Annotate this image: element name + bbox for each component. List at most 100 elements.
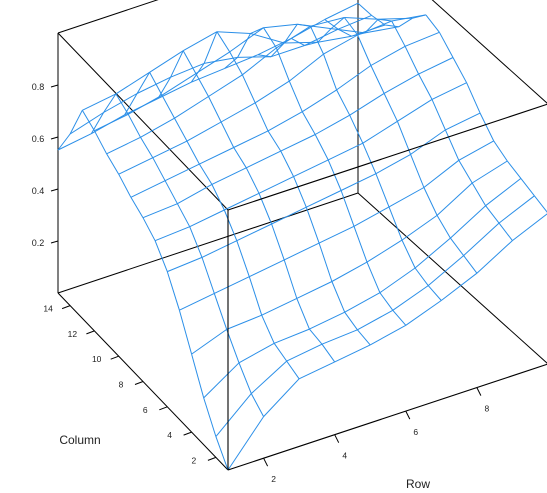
mesh-segment <box>450 237 464 256</box>
mesh-segment <box>284 41 318 44</box>
x-tick-label: 2 <box>271 474 276 484</box>
mesh-segment <box>401 239 416 269</box>
mesh-segment <box>203 362 240 399</box>
box-edge <box>57 192 359 294</box>
mesh-segment <box>149 50 184 73</box>
mesh-segment <box>136 76 171 94</box>
mesh-segment <box>237 33 251 58</box>
mesh-segment <box>471 160 508 184</box>
x-tick <box>405 410 411 420</box>
mesh-segment <box>397 98 433 122</box>
mesh-segment <box>485 178 522 207</box>
mesh-segment <box>375 153 411 175</box>
z-tick <box>50 84 59 88</box>
mesh-segment <box>344 17 379 20</box>
mesh-segment <box>208 74 243 97</box>
mesh-segment <box>410 129 446 155</box>
mesh-segment <box>280 134 316 152</box>
mesh-segment <box>288 53 324 82</box>
mesh-segment <box>427 285 442 301</box>
mesh-segment <box>130 180 166 198</box>
mesh-segment <box>297 23 332 30</box>
mesh-segment <box>383 73 419 94</box>
mesh-segment <box>267 130 282 152</box>
mesh-segment <box>371 14 386 26</box>
mesh-segment <box>242 47 277 76</box>
mesh-segment <box>369 324 407 346</box>
mesh-segment <box>157 76 172 99</box>
mesh-segment <box>106 136 141 155</box>
mesh-segment <box>257 54 272 58</box>
mesh-segment <box>444 129 460 161</box>
mesh-segment <box>190 63 205 83</box>
mesh-segment <box>214 276 250 294</box>
mesh-segment <box>327 142 364 161</box>
mesh-segment <box>174 117 188 142</box>
mesh-segment <box>186 121 222 142</box>
mesh-segment <box>344 292 381 313</box>
mesh-segment <box>321 329 358 345</box>
mesh-segment <box>283 23 298 44</box>
mesh-segment <box>248 276 263 316</box>
mesh-segment <box>142 217 156 241</box>
mesh-segment <box>362 120 398 144</box>
mesh-segment <box>296 298 310 330</box>
mesh-segment <box>174 96 209 119</box>
mesh-segment <box>340 173 377 191</box>
mesh-segment <box>164 163 200 182</box>
mesh-segment <box>309 25 324 55</box>
mesh-segment <box>103 93 138 113</box>
mesh-segment <box>170 50 184 78</box>
mesh-segment <box>90 112 105 134</box>
mesh-segment <box>410 154 425 188</box>
mesh-segment <box>263 378 300 417</box>
x-axis-label: Row <box>406 477 430 491</box>
mesh-segment <box>140 117 175 138</box>
mesh-segment <box>438 32 454 58</box>
mesh-segment <box>436 215 451 239</box>
mesh-segment <box>418 57 454 75</box>
mesh-segment <box>211 184 225 211</box>
mesh-segment <box>258 176 294 194</box>
y-tick-label: 6 <box>143 405 148 415</box>
mesh-segment <box>305 207 320 244</box>
y-tick-label: 12 <box>68 329 78 339</box>
mesh-segment <box>512 213 547 241</box>
mesh-segment <box>127 114 141 138</box>
mesh-segment <box>392 309 407 326</box>
mesh-segment <box>195 51 230 75</box>
y-tick <box>110 355 119 360</box>
mesh-segment <box>115 93 129 115</box>
mesh-segment <box>69 110 83 135</box>
mesh-segment <box>241 74 256 104</box>
mesh-segment <box>274 328 310 344</box>
mesh-segment <box>349 92 385 116</box>
mesh-segment <box>427 255 464 286</box>
mesh-segment <box>445 112 481 131</box>
mesh-segment <box>208 96 222 123</box>
z-tick-label: 0.2 <box>32 238 45 248</box>
x-tick <box>263 457 269 467</box>
mesh-segment <box>318 242 333 282</box>
mesh-segment <box>224 57 238 69</box>
mesh-segment <box>226 329 240 363</box>
mesh-segment <box>198 163 213 185</box>
mesh-segment <box>357 2 372 16</box>
mesh-segment <box>164 180 178 204</box>
x-tick-label: 8 <box>485 404 490 414</box>
mesh-segment <box>431 82 467 100</box>
mesh-segment <box>334 344 371 363</box>
y-tick <box>61 305 71 310</box>
mesh-segment <box>431 99 446 131</box>
mesh-segment <box>351 24 386 37</box>
mesh-segment <box>370 45 406 66</box>
mesh-segment <box>263 27 277 49</box>
mesh-segment <box>142 203 178 219</box>
mesh-segment <box>191 328 227 355</box>
mesh-segment <box>220 121 235 148</box>
mesh-segment <box>93 130 108 155</box>
y-tick <box>86 330 95 335</box>
mesh-segment <box>211 167 247 185</box>
mesh-segment <box>201 240 238 258</box>
mesh-segment <box>254 102 269 132</box>
